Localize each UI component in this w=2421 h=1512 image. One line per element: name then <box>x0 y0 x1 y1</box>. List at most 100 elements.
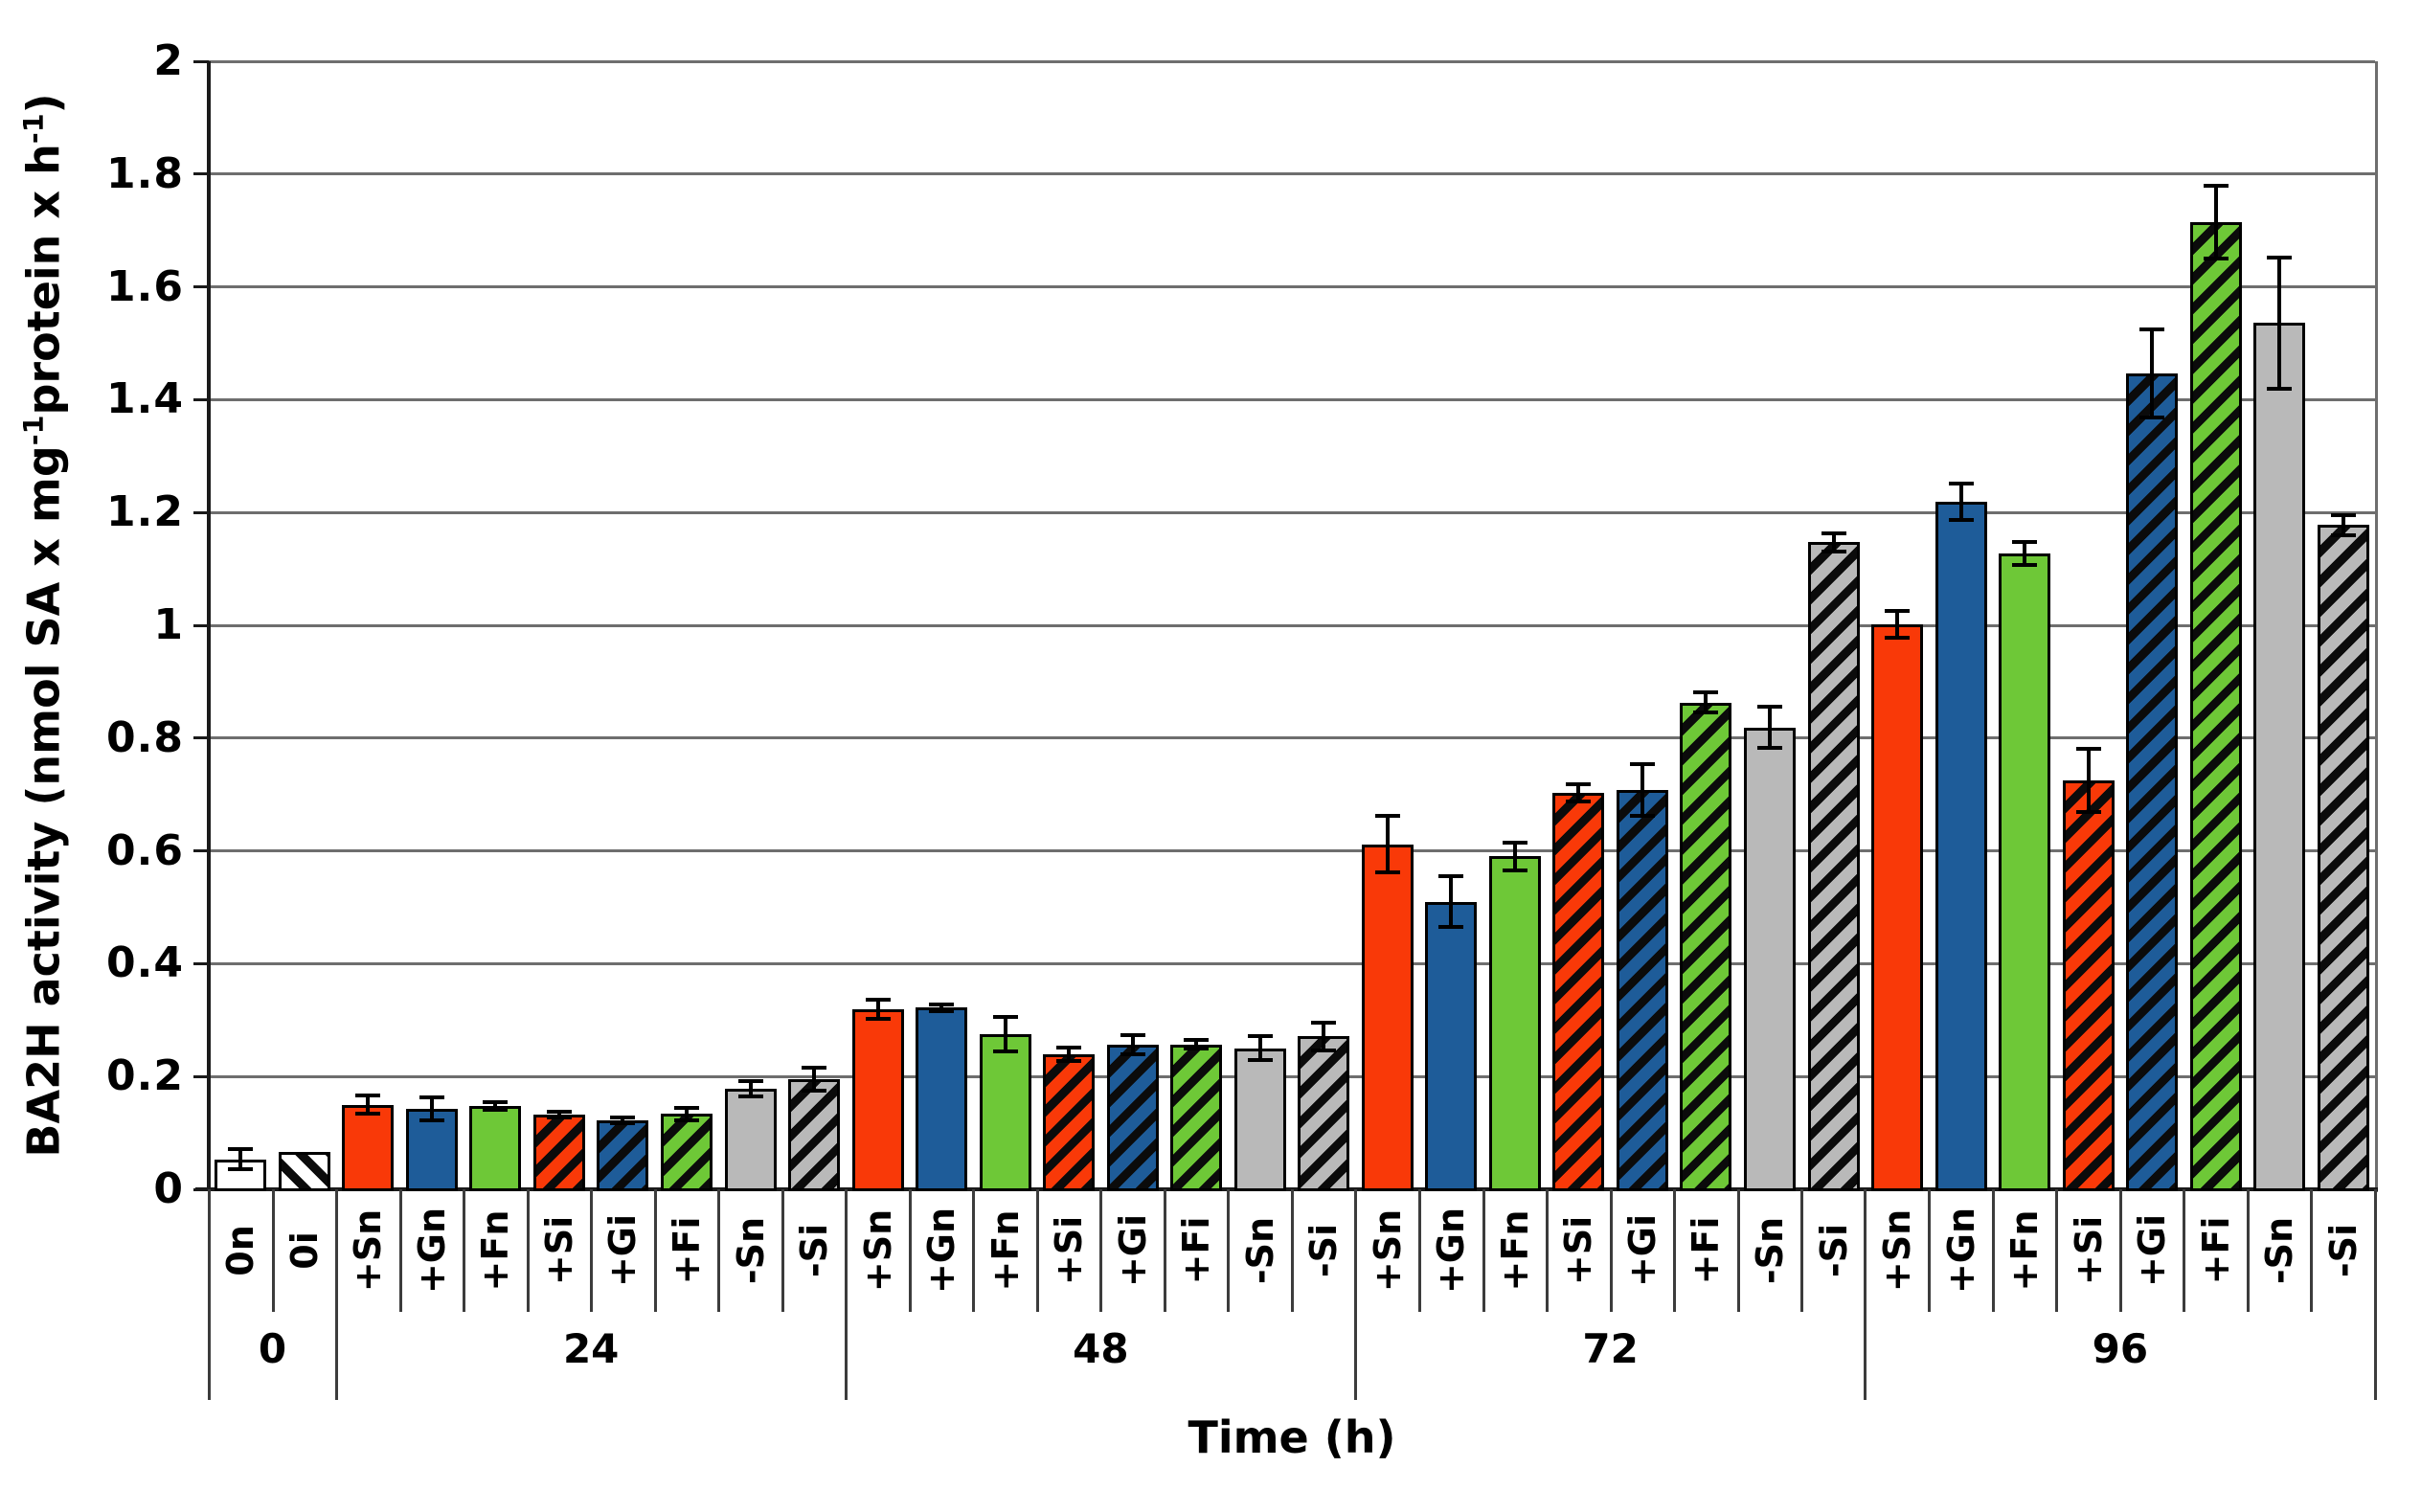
bar-label: +Fn <box>984 1209 1027 1292</box>
bar-96-plusminus-fn <box>1999 553 2051 1191</box>
y-tick-label: 1.8 <box>106 148 184 198</box>
error-bar-cap-bottom <box>1693 711 1719 715</box>
bar-label-separator <box>398 1189 402 1312</box>
error-bar-cap-top <box>228 1147 254 1152</box>
error-bar-cap-bottom <box>2203 256 2229 260</box>
error-bar-stem <box>1449 876 1454 928</box>
error-bar-stem <box>1003 1017 1007 1051</box>
bar-24-plusminus-sn <box>342 1104 395 1191</box>
gridline <box>209 961 2375 965</box>
y-tick-label: 0.4 <box>106 938 184 988</box>
error-bar-cap-top <box>2139 327 2165 332</box>
y-tick <box>193 285 209 289</box>
bar-label: -Sn <box>2258 1216 2301 1285</box>
error-bar-cap-bottom <box>1374 869 1400 874</box>
bar-label: -Sn <box>1748 1216 1791 1285</box>
error-bar-stem <box>2213 186 2218 259</box>
error-bar-cap-top <box>2267 255 2293 260</box>
error-bar-stem <box>1322 1022 1326 1051</box>
error-bar-cap-bottom <box>483 1107 509 1112</box>
error-bar-stem <box>1704 692 1708 713</box>
error-bar-stem <box>812 1068 817 1091</box>
y-tick-label: 0.6 <box>106 825 184 875</box>
error-bar-cap-top <box>419 1095 444 1099</box>
bar-label: +Fi <box>1175 1216 1218 1285</box>
error-bar-stem <box>939 1004 944 1011</box>
error-bar-cap-top <box>1184 1037 1210 1042</box>
bar-label-separator <box>271 1189 275 1312</box>
y-tick <box>193 59 209 63</box>
bar-label: +Gn <box>410 1207 453 1295</box>
bar-label: +Fi <box>665 1216 708 1285</box>
error-bar-stem <box>1194 1039 1199 1049</box>
group-separator <box>2373 1189 2377 1400</box>
bar-72-plusminus-sn <box>1361 844 1414 1191</box>
y-tick-label: 0 <box>153 1164 184 1213</box>
bar-48-plusminus-fn <box>979 1034 1031 1191</box>
bar-label-separator <box>1099 1189 1103 1312</box>
bar-label-separator <box>1227 1189 1231 1312</box>
error-bar-stem <box>2086 748 2091 812</box>
error-bar-cap-bottom <box>610 1121 636 1126</box>
error-bar-cap-top <box>2330 512 2356 517</box>
y-tick-label: 2 <box>153 36 184 85</box>
error-bar-cap-bottom <box>2139 416 2165 420</box>
group-separator <box>207 1189 211 1400</box>
bar-label: +Si <box>537 1215 580 1286</box>
error-bar-cap-bottom <box>546 1116 572 1120</box>
gridline <box>209 285 2375 289</box>
bar-label-separator <box>463 1189 466 1312</box>
bar-96-plusminus-gn <box>1935 502 1987 1191</box>
bar-label: +Gi <box>1620 1213 1663 1288</box>
y-tick-label: 1.4 <box>106 374 184 424</box>
bar-label: +Si <box>1557 1215 1600 1286</box>
error-bar-cap-bottom <box>1056 1058 1082 1063</box>
error-bar-cap-top <box>929 1002 955 1006</box>
bar-label-separator <box>1736 1189 1740 1312</box>
error-bar-cap-bottom <box>2330 532 2356 537</box>
group-label: 0 <box>258 1325 287 1372</box>
error-bar-cap-bottom <box>1502 869 1527 873</box>
gridline <box>209 736 2375 740</box>
error-bar-stem <box>1767 707 1772 748</box>
bar-96-minus-sn <box>2253 323 2306 1191</box>
bar-48-plusminus-si <box>1043 1053 1096 1191</box>
bar-label: +Fn <box>474 1209 517 1292</box>
error-bar-cap-bottom <box>1885 635 1911 640</box>
bar-label-separator <box>1482 1189 1485 1312</box>
bar-label-separator <box>1035 1189 1039 1312</box>
error-bar-cap-top <box>2012 540 2038 545</box>
error-bar-stem <box>1958 484 1963 520</box>
error-bar-cap-bottom <box>1948 517 1974 522</box>
bar-label-separator <box>781 1189 784 1312</box>
bar-48-plusminus-gn <box>916 1007 968 1191</box>
error-bar-cap-top <box>1948 482 1974 486</box>
error-bar-cap-bottom <box>865 1016 891 1021</box>
group-separator <box>1864 1189 1867 1400</box>
bar-label: -Sn <box>1238 1216 1281 1285</box>
error-bar-cap-bottom <box>228 1167 254 1172</box>
bar-label: +Sn <box>1366 1208 1409 1293</box>
error-bar-cap-top <box>1247 1034 1273 1039</box>
error-bar-cap-top <box>1120 1032 1145 1037</box>
bar-96-plusminus-gi <box>2126 373 2179 1191</box>
error-bar-stem <box>684 1107 689 1120</box>
group-separator <box>1354 1189 1358 1400</box>
bar-label-separator <box>1991 1189 1995 1312</box>
error-bar-cap-top <box>610 1116 636 1120</box>
x-axis-title: Time (h) <box>1188 1411 1396 1463</box>
error-bar-stem <box>748 1080 753 1097</box>
error-bar-cap-top <box>355 1094 381 1098</box>
bar-label: -Si <box>2321 1223 2364 1278</box>
bar-label: +Gi <box>2131 1213 2174 1288</box>
bar-label-separator <box>526 1189 530 1312</box>
error-bar-cap-bottom <box>673 1117 699 1122</box>
bar-48-minus-si <box>1298 1036 1350 1191</box>
bar-label-separator <box>1291 1189 1294 1312</box>
bar-label: +Fi <box>2194 1216 2237 1285</box>
bar-24-plusminus-si <box>532 1115 585 1191</box>
error-bar-stem <box>1895 610 1900 638</box>
bar-48-plusminus-gi <box>1106 1044 1159 1191</box>
bar-label-separator <box>1609 1189 1613 1312</box>
